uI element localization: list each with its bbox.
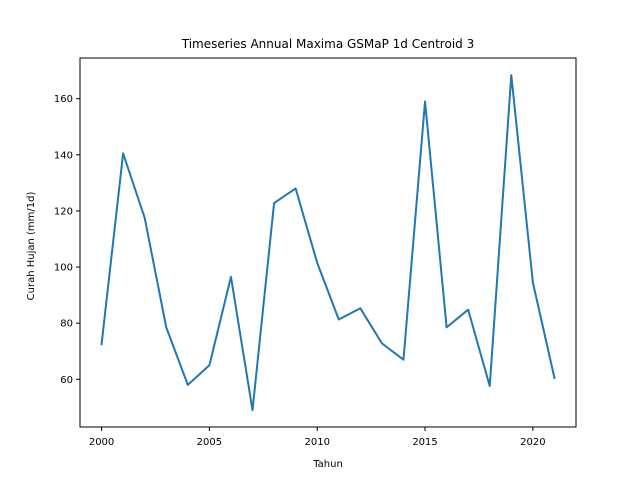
x-tick-label: 2010 bbox=[304, 437, 329, 448]
x-tick-label: 2015 bbox=[412, 437, 437, 448]
y-axis-label: Curah Hujan (mm/1d) bbox=[26, 192, 37, 301]
y-tick-label: 60 bbox=[60, 375, 73, 386]
series-line-0 bbox=[100, 74, 556, 412]
axes-layer: 2000 2005 2010 2015 2020 60 80 100 120 140 160 bbox=[54, 57, 577, 448]
x-tick-label: 2000 bbox=[89, 437, 114, 448]
chart-title: Timeseries Annual Maxima GSMaP 1d Centro… bbox=[181, 37, 474, 51]
x-axis-label: Tahun bbox=[312, 459, 343, 470]
y-tick-label: 120 bbox=[54, 206, 73, 217]
y-tick-label: 160 bbox=[54, 94, 73, 105]
y-tick-label: 140 bbox=[54, 150, 73, 161]
x-tick-label: 2005 bbox=[197, 437, 222, 448]
plot-layer bbox=[100, 74, 556, 412]
y-tick-label: 100 bbox=[54, 263, 73, 274]
plot-frame bbox=[79, 57, 577, 428]
x-tick-label: 2020 bbox=[520, 437, 545, 448]
y-tick-label: 80 bbox=[60, 319, 73, 330]
